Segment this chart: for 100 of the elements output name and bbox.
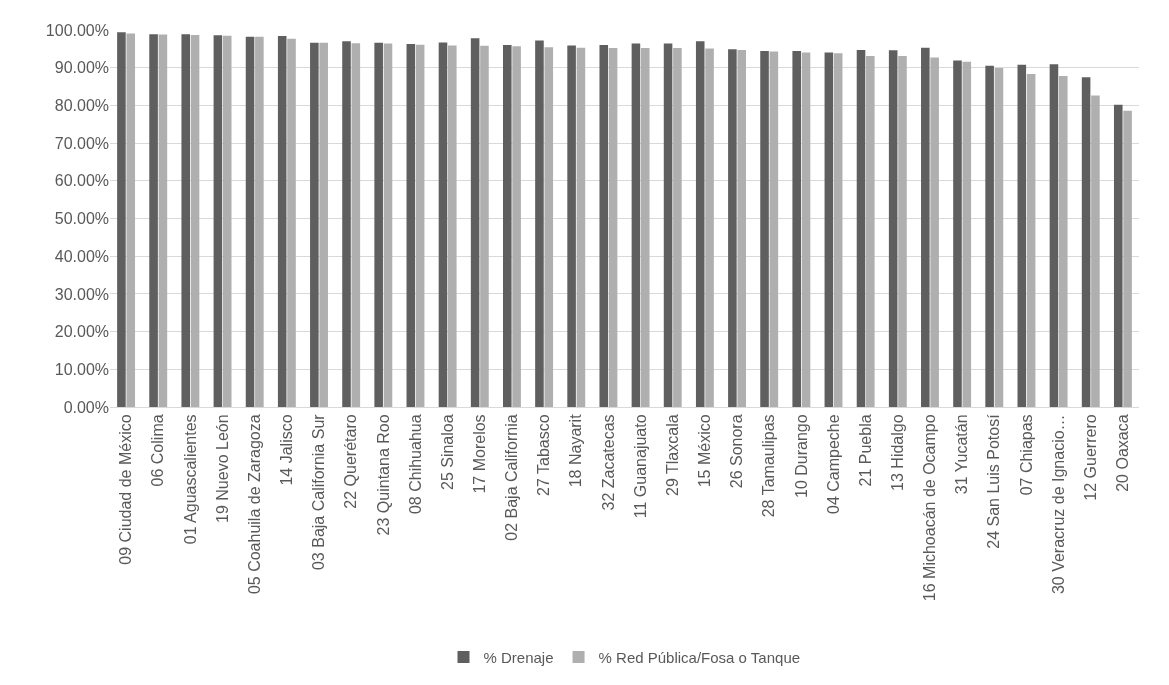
x-tick-label: 13 Hidalgo (889, 414, 907, 491)
bar (342, 41, 351, 407)
bar (888, 50, 898, 407)
x-tick-label: 18 Nayarit (567, 413, 585, 488)
legend-label: % Drenaje (483, 648, 554, 666)
bar (695, 41, 705, 407)
x-tick-label: 16 Michoacán de Ocampo (921, 414, 939, 602)
y-tick-label: 70.00% (54, 134, 109, 152)
bar (438, 42, 448, 407)
bar (728, 49, 737, 407)
bar (953, 60, 962, 407)
bar (1049, 64, 1059, 407)
bar (277, 36, 287, 407)
bar (535, 40, 544, 407)
x-tick-label: 04 Campeche (824, 414, 842, 515)
x-tick-label: 28 Tamaulipas (760, 414, 778, 518)
x-tick-label: 25 Sinaloa (438, 414, 456, 491)
bar (480, 45, 489, 407)
bar (921, 47, 930, 407)
bar (1017, 64, 1027, 407)
bar (158, 34, 168, 407)
bar (415, 44, 425, 407)
x-tick-label: 17 Morelos (471, 414, 488, 494)
bar (567, 45, 576, 407)
bar (599, 45, 609, 407)
y-tick-label: 40.00% (54, 247, 109, 265)
y-tick-label: 30.00% (54, 285, 109, 303)
bar (1058, 75, 1068, 407)
bar (631, 43, 641, 407)
x-tick-label: 10 Durango (792, 414, 810, 499)
x-tick-label: 11 Guanajuato (631, 414, 649, 519)
x-tick-label: 32 Zacatecas (599, 414, 617, 511)
x-tick-label: 26 Sonora (728, 414, 746, 489)
x-tick-label: 02 Baja California (503, 414, 521, 541)
x-tick-label: 30 Veracruz de Ignacio… (1049, 414, 1067, 595)
bar (319, 42, 328, 407)
y-tick-label: 10.00% (54, 360, 109, 378)
y-tick-label: 0.00% (63, 398, 109, 416)
bar (801, 52, 811, 407)
bar (833, 53, 843, 407)
bar (310, 42, 319, 407)
bar (866, 56, 875, 407)
bar (1123, 110, 1132, 407)
x-tick-label: 15 México (696, 414, 714, 488)
y-tick-label: 20.00% (54, 323, 109, 341)
legend-label: % Red Pública/Fosa o Tanque (598, 648, 801, 666)
bar (824, 52, 834, 407)
bar (213, 35, 223, 407)
bar (374, 42, 383, 407)
y-tick-label: 80.00% (54, 97, 109, 114)
x-tick-label: 19 Nuevo León (213, 414, 231, 523)
y-tick-label: 60.00% (54, 172, 109, 190)
bar (898, 56, 907, 407)
bar (856, 49, 866, 407)
x-tick-label: 03 Baja California Sur (310, 413, 328, 571)
x-tick-label: 01 Aguascalientes (181, 414, 199, 545)
bar (962, 61, 972, 407)
bar (769, 51, 779, 407)
x-tick-label: 08 Chihuahua (406, 414, 424, 515)
y-tick-label: 50.00% (54, 210, 109, 228)
bar (544, 47, 554, 407)
bar (126, 33, 136, 407)
bar (512, 46, 521, 407)
bar (117, 32, 126, 407)
x-tick-label: 31 Yucatán (953, 414, 971, 495)
x-tick-label: 05 Coahuila de Zaragoza (245, 414, 263, 595)
y-tick-label: 100.00% (45, 21, 109, 39)
bar (985, 65, 994, 407)
bar (1113, 104, 1123, 407)
x-tick-label: 24 San Luis Potosí (985, 413, 1003, 549)
bar (640, 48, 650, 407)
bar (351, 43, 361, 407)
x-tick-label: 14 Jalisco (278, 414, 296, 486)
x-tick-label: 29 Tlaxcala (663, 414, 681, 496)
bar (287, 38, 296, 407)
bar (245, 36, 255, 407)
bar (663, 43, 673, 407)
y-tick-label: 90.00% (54, 59, 109, 77)
bar (406, 43, 416, 407)
x-tick-label: 22 Querétaro (342, 414, 360, 509)
bar (383, 43, 393, 407)
x-tick-label: 12 Guerrero (1081, 414, 1099, 501)
bar (503, 45, 512, 407)
bar (930, 57, 939, 407)
x-tick-label: 07 Chiapas (1017, 414, 1035, 496)
bar (1026, 74, 1036, 407)
bar (576, 47, 586, 407)
bar (470, 38, 480, 407)
bar (1091, 95, 1100, 407)
bar (255, 36, 264, 407)
x-tick-label: 27 Tabasco (535, 414, 553, 496)
bar (448, 45, 457, 407)
x-tick-label: 09 Ciudad de México (117, 414, 135, 565)
bar (760, 51, 769, 407)
bar (181, 34, 191, 407)
x-tick-label: 23 Quintana Roo (374, 414, 392, 536)
x-tick-label: 20 Oaxaca (1114, 414, 1132, 492)
bar (190, 34, 200, 407)
bar (608, 48, 618, 407)
bar (792, 51, 801, 407)
